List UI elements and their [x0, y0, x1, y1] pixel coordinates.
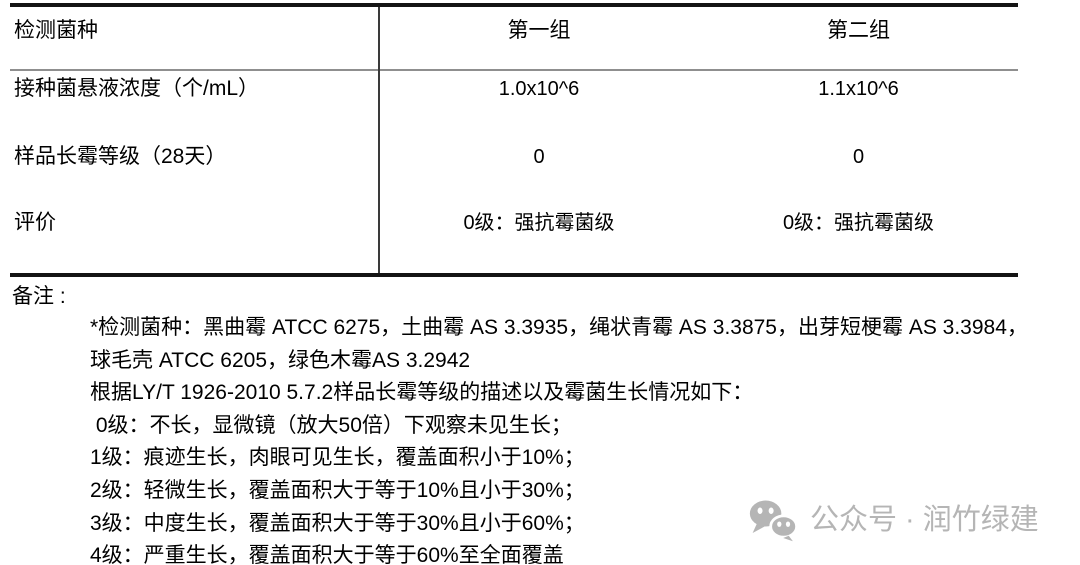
header-group-1: 第一组 — [379, 7, 699, 71]
header-group-2: 第二组 — [699, 7, 1018, 71]
note-line-strains-1: *检测菌种：黑曲霉 ATCC 6275，土曲霉 AS 3.3935，绳状青霉 A… — [90, 316, 1028, 339]
value-evaluation-group-2: 0级：强抗霉菌级 — [782, 212, 935, 234]
note-line-standard-reference: 根据LY/T 1926-2010 5.7.2样品长霉等级的描述以及霉菌生长情况如… — [90, 381, 754, 405]
watermark-text: 公众号 · 润竹绿建 — [810, 504, 1039, 536]
note-line-grade-2: 2级：轻微生长，覆盖面积大于等于10%且小于30%； — [90, 478, 585, 502]
header-test-strain: 检测菌种 — [10, 7, 379, 71]
wechat-icon — [749, 500, 798, 542]
column-divider-line — [378, 7, 380, 273]
note-line-grade-4: 4级：严重生长，覆盖面积大于等于60%至全面覆盖 — [90, 544, 564, 565]
value-evaluation-group-1: 0级：强抗霉菌级 — [463, 212, 615, 234]
note-line-grade-0: 0级：不长，显微镜（放大50倍）下观察未见生长； — [90, 413, 572, 437]
note-line-grade-3: 3级：中度生长，覆盖面积大于等于30%且小于60%； — [90, 511, 585, 535]
mold-test-results-table: 检测菌种 第一组 第二组 接种菌悬液浓度（个/mL） 1.0x10^6 1.1x… — [10, 3, 1018, 277]
value-grade-group-2: 0 — [852, 146, 865, 168]
notes-body: *检测菌种：黑曲霉 ATCC 6275，土曲霉 AS 3.3935，绳状青霉 A… — [90, 312, 1028, 565]
notes-label: 备注 : — [12, 285, 66, 308]
value-concentration-group-2: 1.1x10^6 — [818, 78, 899, 100]
value-grade-group-1: 0 — [533, 146, 545, 168]
note-line-grade-1: 1级：痕迹生长，肉眼可见生长，覆盖面积小于10%； — [90, 446, 585, 470]
wechat-watermark: 公众号 · 润竹绿建 — [748, 498, 1039, 542]
row-label-mold-grade-28d: 样品长霉等级（28天） — [14, 145, 227, 168]
note-line-strains-2: 球毛壳 ATCC 6205，绿色木霉AS 3.2942 — [90, 348, 471, 372]
row-label-inoculum-concentration: 接种菌悬液浓度（个/mL） — [14, 77, 260, 100]
row-label-evaluation: 评价 — [14, 211, 56, 234]
value-concentration-group-1: 1.0x10^6 — [498, 78, 580, 100]
